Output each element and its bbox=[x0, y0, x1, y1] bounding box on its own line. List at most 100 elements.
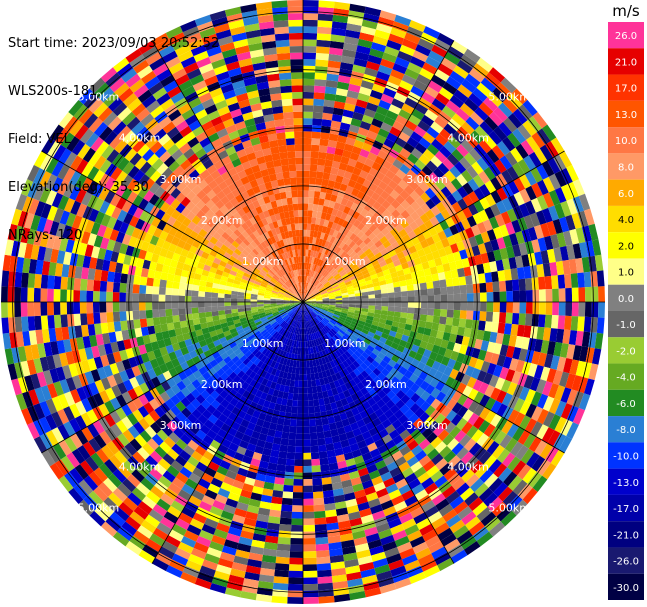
gate-cell bbox=[348, 304, 356, 308]
gate-cell bbox=[375, 171, 386, 181]
gate-cell bbox=[303, 177, 310, 184]
gate-cell bbox=[286, 452, 296, 460]
gate-cell bbox=[353, 286, 361, 292]
gate-cell bbox=[303, 32, 318, 40]
gate-cell bbox=[397, 541, 413, 554]
gate-cell bbox=[160, 271, 169, 281]
gate-cell bbox=[373, 376, 382, 385]
gate-cell bbox=[289, 379, 295, 387]
gate-cell bbox=[473, 446, 487, 461]
gate-cell bbox=[437, 230, 447, 241]
gate-cell bbox=[550, 234, 560, 249]
gate-cell bbox=[368, 294, 376, 299]
gate-cell bbox=[497, 102, 513, 118]
gate-cell bbox=[476, 221, 487, 234]
gate-cell bbox=[527, 471, 543, 488]
gate-cell bbox=[307, 249, 312, 257]
gate-cell bbox=[204, 296, 212, 302]
gate-cell bbox=[357, 373, 365, 382]
gate-cell bbox=[324, 355, 330, 364]
gate-cell bbox=[93, 280, 101, 292]
gate-cell bbox=[473, 200, 485, 213]
gate-cell bbox=[335, 454, 346, 463]
gate-cell bbox=[461, 511, 477, 526]
gate-cell bbox=[387, 75, 402, 87]
gate-cell bbox=[273, 483, 284, 492]
gate-cell bbox=[274, 477, 285, 485]
gate-cell bbox=[305, 314, 309, 322]
gate-cell bbox=[272, 589, 288, 598]
gate-cell bbox=[303, 597, 319, 604]
gate-cell bbox=[342, 304, 349, 307]
gate-cell bbox=[350, 173, 360, 183]
gate-cell bbox=[368, 371, 378, 381]
gate-cell bbox=[345, 96, 358, 106]
gate-cell bbox=[474, 125, 489, 140]
gate-cell bbox=[376, 256, 385, 264]
gate-cell bbox=[328, 306, 336, 309]
gate-cell bbox=[372, 317, 381, 323]
gate-cell bbox=[425, 321, 433, 330]
gate-cell bbox=[310, 223, 316, 231]
gate-cell bbox=[317, 204, 324, 213]
gate-cell bbox=[386, 39, 402, 51]
gate-cell bbox=[318, 313, 325, 319]
gate-cell bbox=[465, 473, 480, 488]
gate-cell bbox=[272, 490, 284, 498]
gate-cell bbox=[314, 79, 327, 87]
gate-cell bbox=[431, 453, 444, 466]
gate-cell bbox=[365, 61, 381, 71]
gate-cell bbox=[326, 332, 332, 340]
gate-cell bbox=[479, 120, 494, 136]
gate-cell bbox=[484, 241, 494, 253]
gate-cell bbox=[314, 345, 320, 353]
gate-cell bbox=[264, 475, 276, 484]
gate-cell bbox=[332, 351, 339, 359]
gate-cell bbox=[575, 360, 586, 377]
gate-cell bbox=[431, 360, 441, 371]
gate-cell bbox=[335, 295, 343, 299]
gate-cell bbox=[372, 348, 381, 357]
gate-cell bbox=[420, 390, 431, 402]
gate-cell bbox=[304, 262, 308, 270]
gate-cell bbox=[434, 522, 450, 536]
gate-cell bbox=[139, 284, 147, 294]
gate-cell bbox=[310, 452, 320, 460]
gate-cell bbox=[440, 255, 449, 265]
gate-cell bbox=[511, 370, 522, 385]
gate-cell bbox=[440, 384, 451, 395]
gate-cell bbox=[414, 159, 427, 171]
gate-cell bbox=[326, 389, 334, 398]
gate-cell bbox=[256, 513, 270, 523]
gate-cell bbox=[439, 373, 450, 385]
gate-cell bbox=[440, 406, 452, 418]
gate-cell bbox=[303, 426, 310, 434]
gate-cell bbox=[178, 295, 185, 302]
gate-cell bbox=[500, 77, 517, 94]
gate-cell bbox=[339, 122, 351, 131]
gate-cell bbox=[455, 259, 464, 270]
gate-cell bbox=[558, 302, 566, 316]
gate-cell bbox=[332, 358, 340, 367]
gate-cell bbox=[310, 439, 319, 447]
gate-cell bbox=[358, 32, 375, 42]
gate-cell bbox=[427, 335, 437, 345]
gate-cell bbox=[349, 345, 357, 354]
gate-cell bbox=[351, 407, 360, 416]
gate-cell bbox=[390, 523, 405, 535]
gate-cell bbox=[73, 302, 81, 315]
gate-cell bbox=[315, 296, 323, 300]
gate-cell bbox=[353, 219, 361, 228]
gate-cell bbox=[204, 306, 212, 313]
gate-cell bbox=[403, 224, 414, 235]
gate-cell bbox=[428, 367, 438, 378]
gate-cell bbox=[540, 222, 551, 238]
gate-cell bbox=[333, 379, 341, 388]
gate-cell bbox=[385, 278, 393, 285]
gate-cell bbox=[358, 278, 366, 284]
gate-cell bbox=[450, 413, 463, 426]
gate-cell bbox=[354, 256, 362, 264]
gate-cell bbox=[404, 273, 413, 281]
gate-cell bbox=[328, 133, 339, 142]
gate-cell bbox=[579, 346, 589, 363]
